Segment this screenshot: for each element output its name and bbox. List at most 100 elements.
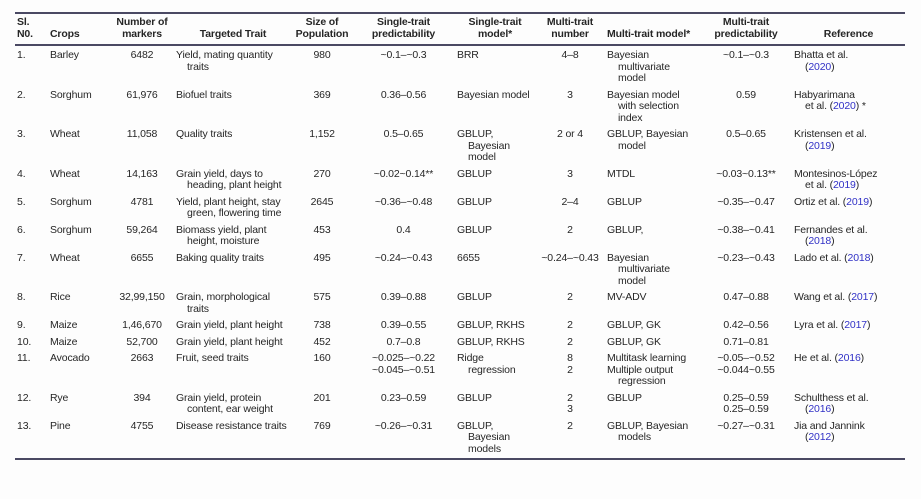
cell-crops: Maize bbox=[50, 335, 78, 348]
table-row: 2. Sorghum 61,976 Biofuel traits 369 0.36–0.5… bbox=[15, 88, 905, 128]
col-header-markers: Number of markers bbox=[110, 13, 174, 46]
cell-st_model: Bayesian model bbox=[457, 88, 530, 101]
cell-trait: Grain yield, plant height bbox=[176, 335, 283, 348]
reference-year-link[interactable]: 2016 bbox=[808, 403, 832, 415]
cell-sl: 3. bbox=[17, 128, 26, 140]
col-header-sl: Sl. N0. bbox=[15, 13, 48, 46]
cell-st_model: Ridge regression bbox=[457, 352, 516, 376]
cell-mt_num: 2 bbox=[567, 319, 573, 331]
cell-mt_model: GBLUP, GK bbox=[607, 335, 661, 348]
cell-crops: Avocado bbox=[50, 352, 90, 364]
cell-mt_model: MTDL bbox=[607, 167, 635, 180]
cell-sl: 9. bbox=[17, 319, 26, 331]
cell-mt_model: Multitask learning Multiple output regres… bbox=[607, 352, 687, 387]
reference-year-link[interactable]: 2018 bbox=[847, 251, 871, 264]
reference-year-link[interactable]: 2019 bbox=[808, 139, 832, 152]
cell-trait: Quality traits bbox=[176, 128, 233, 140]
col-header-crops: Crops bbox=[48, 13, 110, 46]
reference-year-link[interactable]: 2018 bbox=[808, 235, 832, 247]
cell-markers: 52,700 bbox=[126, 335, 158, 348]
cell-mt_model: GBLUP, Bayesian model bbox=[607, 128, 689, 152]
cell-st_pred: 0.23–0.59 bbox=[380, 391, 427, 404]
cell-st_model: BRR bbox=[457, 49, 479, 61]
cell-mt_model: GBLUP, GK bbox=[607, 319, 661, 331]
cell-mt_model: GBLUP bbox=[607, 195, 642, 208]
cell-population: 575 bbox=[313, 291, 331, 303]
cell-crops: Rye bbox=[50, 391, 69, 404]
cell-st_pred: 0.7–0.8 bbox=[386, 335, 421, 348]
cell-markers: 6655 bbox=[130, 251, 154, 264]
cell-mt_num: 2 bbox=[567, 335, 573, 348]
cell-population: 201 bbox=[313, 391, 331, 404]
table-row: 12. Rye 394 Grain yield, protein content, e… bbox=[15, 391, 905, 419]
table-row: 4. Wheat 14,163 Grain yield, days to headin… bbox=[15, 167, 905, 195]
cell-markers: 14,163 bbox=[126, 167, 158, 180]
cell-markers: 59,264 bbox=[126, 223, 158, 236]
cell-population: 2645 bbox=[310, 195, 334, 208]
cell-st_model: GBLUP, Bayesian model bbox=[457, 128, 510, 163]
cell-mt_pred: 0.25–0.59 0.25–0.59 bbox=[723, 391, 769, 415]
cell-st_pred: ~0.02~0.14** bbox=[373, 167, 434, 180]
reference-year-link[interactable]: 2012 bbox=[808, 431, 832, 443]
cell-population: 980 bbox=[313, 49, 331, 61]
col-header-st_model: Single-trait model* bbox=[455, 13, 535, 46]
cell-trait: Yield, plant height, stay green, floweri… bbox=[176, 195, 282, 219]
cell-reference: Bhatta et al. (2020) bbox=[794, 49, 849, 73]
cell-st_pred: 0.39–0.55 bbox=[380, 319, 427, 331]
cell-mt_num: 2 bbox=[567, 223, 573, 236]
cell-mt_pred: ~0.35–~0.47 bbox=[717, 195, 775, 208]
reference-year-link[interactable]: 2019 bbox=[846, 195, 869, 208]
cell-st_pred: 0.4 bbox=[396, 223, 411, 236]
cell-mt_pred: 0.59 bbox=[736, 88, 756, 101]
reference-year-link[interactable]: 2020 bbox=[832, 100, 856, 112]
cell-trait: Grain, morphological traits bbox=[176, 291, 270, 315]
cell-st_model: GBLUP bbox=[457, 195, 492, 208]
cell-mt_pred: ~0.27–~0.31 bbox=[717, 419, 775, 432]
cell-mt_pred: ~0.05–~0.52 ~0.044~0.55 bbox=[717, 352, 775, 376]
cell-reference: Lyra et al. (2017) bbox=[794, 319, 871, 331]
reference-year-link[interactable]: 2017 bbox=[851, 291, 874, 303]
table-row: 10. Maize 52,700 Grain yield, plant height 4… bbox=[15, 335, 905, 352]
cell-mt_pred: ~0.23–~0.43 bbox=[717, 251, 775, 264]
cell-mt_model: GBLUP, bbox=[607, 223, 644, 236]
cell-st_pred: ~0.26–~0.31 bbox=[374, 419, 433, 432]
cell-crops: Rice bbox=[50, 291, 71, 303]
reference-year-link[interactable]: 2017 bbox=[844, 319, 867, 331]
cell-sl: 4. bbox=[17, 167, 26, 180]
cell-sl: 13. bbox=[17, 419, 32, 432]
cell-mt_pred: 0.47–0.88 bbox=[723, 291, 769, 303]
cell-st_pred: ~0.1–~0.3 bbox=[380, 49, 427, 61]
cell-mt_pred: 0.42–0.56 bbox=[723, 319, 769, 331]
cell-population: 452 bbox=[313, 335, 331, 348]
reference-year-link[interactable]: 2020 bbox=[808, 60, 832, 73]
cell-population: 495 bbox=[313, 251, 331, 264]
cell-reference: Schulthess et al. (2016) bbox=[794, 391, 869, 415]
cell-mt_model: MV-ADV bbox=[607, 291, 647, 303]
col-header-st_pred: Single-trait predictability bbox=[352, 13, 455, 46]
cell-trait: Biomass yield, plant height, moisture bbox=[176, 223, 267, 247]
cell-st_model: 6655 bbox=[457, 251, 480, 264]
table-row: 5. Sorghum 4781 Yield, plant height, stay g… bbox=[15, 195, 905, 223]
cell-mt_num: 3 bbox=[567, 167, 573, 180]
cell-population: 769 bbox=[313, 419, 331, 432]
reference-year-link[interactable]: 2016 bbox=[837, 352, 861, 364]
cell-population: 270 bbox=[313, 167, 331, 180]
cell-markers: 1,46,670 bbox=[122, 319, 162, 331]
cell-reference: Lado et al. (2018) bbox=[794, 251, 874, 264]
table-row: 9. Maize 1,46,670 Grain yield, plant height… bbox=[15, 318, 905, 335]
cell-mt_num: 4–8 bbox=[561, 49, 579, 61]
reference-year-link[interactable]: 2019 bbox=[832, 179, 856, 191]
cell-markers: 4755 bbox=[130, 419, 154, 432]
cell-reference: Habyarimana et al. (2020) * bbox=[794, 88, 866, 112]
cell-reference: Kristensen et al. (2019) bbox=[794, 128, 867, 152]
table-row: 11. Avocado 2663 Fruit, seed traits 160 ~0.02… bbox=[15, 351, 905, 391]
cell-st_model: GBLUP, RKHS bbox=[457, 319, 525, 331]
cell-markers: 11,058 bbox=[126, 128, 158, 140]
cell-st_pred: 0.36–0.56 bbox=[380, 88, 427, 101]
cell-mt_num: 2 bbox=[567, 291, 573, 303]
table-row: 6. Sorghum 59,264 Biomass yield, plant heig… bbox=[15, 223, 905, 251]
cell-reference: He et al. (2016) bbox=[794, 352, 864, 364]
cell-sl: 12. bbox=[17, 391, 32, 404]
table-row: 3. Wheat 11,058 Quality traits 1,152 0.5–0.65… bbox=[15, 127, 905, 167]
